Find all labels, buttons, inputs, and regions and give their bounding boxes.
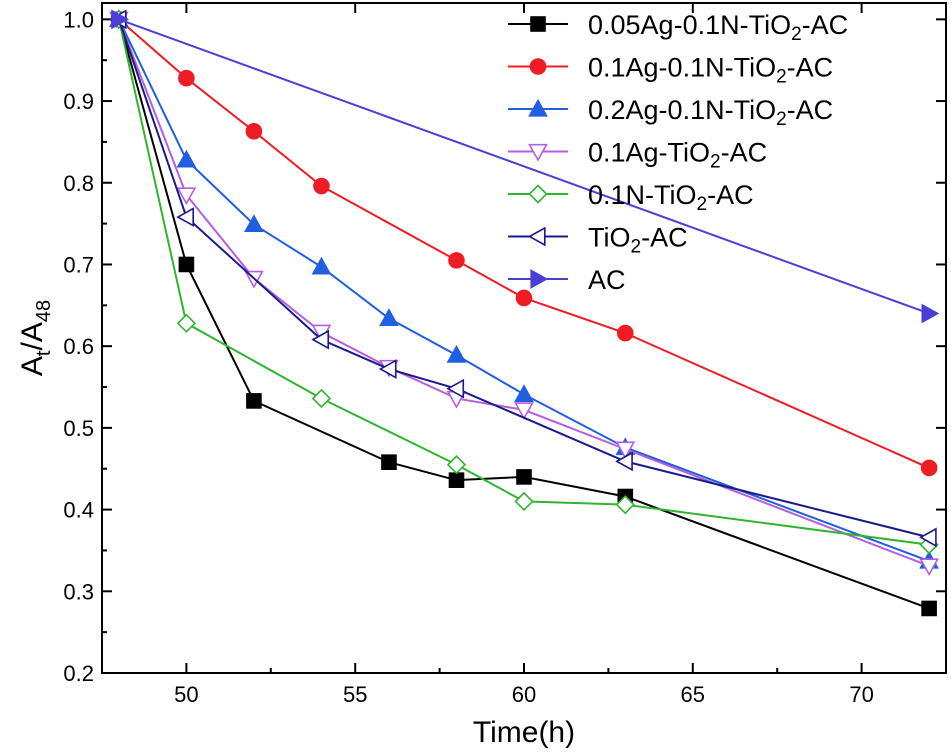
data-point xyxy=(446,455,467,475)
legend-label: TiO2-AC xyxy=(588,223,688,258)
data-point xyxy=(378,359,397,379)
axis-ticks: 50 55 60 65 70 0.2 0.3 0.4 0.5 0.6 0.7 0.8 0.9 1.0 xyxy=(63,3,947,707)
data-point xyxy=(311,256,332,275)
legend-entry: 0.1Ag-TiO2-AC xyxy=(508,138,767,173)
y-tick-label: 0.4 xyxy=(63,498,94,523)
data-point xyxy=(919,558,939,577)
legend-label: 0.2Ag-0.1N-TiO2-AC xyxy=(588,95,833,130)
y-tick-label: 1.0 xyxy=(63,7,94,32)
data-point xyxy=(528,98,548,117)
x-axis-title: Time(h) xyxy=(473,716,575,749)
legend-label: 0.05Ag-0.1N-TiO2-AC xyxy=(588,10,848,45)
data-point xyxy=(446,378,465,399)
x-tick-label: 55 xyxy=(343,682,367,707)
series-line xyxy=(118,18,930,469)
series-6 xyxy=(111,9,940,324)
x-tick-label: 50 xyxy=(174,682,198,707)
data-point xyxy=(176,313,197,333)
data-point xyxy=(448,472,465,488)
data-point xyxy=(516,469,532,485)
data-point xyxy=(514,402,534,421)
data-point xyxy=(615,495,635,515)
y-tick-label: 0.9 xyxy=(63,89,94,114)
data-point xyxy=(176,149,197,168)
data-point xyxy=(530,16,546,32)
data-point xyxy=(379,308,399,326)
y-tick-label: 0.8 xyxy=(63,171,94,196)
legend: 0.05Ag-0.1N-TiO2-AC 0.1Ag-0.1N-TiO2-AC 0.2… xyxy=(508,10,848,295)
series-line xyxy=(118,18,930,315)
legend-entry: 0.1N-TiO2-AC xyxy=(508,180,754,215)
data-point xyxy=(921,303,940,324)
data-point xyxy=(616,324,634,342)
data-point xyxy=(244,214,264,233)
data-point xyxy=(530,269,549,289)
series-line xyxy=(117,19,930,610)
data-point xyxy=(514,384,534,402)
legend-label: AC xyxy=(588,265,626,295)
data-point xyxy=(111,9,130,30)
data-point xyxy=(514,491,534,512)
y-tick-label: 0.5 xyxy=(63,416,94,441)
data-point xyxy=(920,459,938,477)
data-point xyxy=(918,527,937,548)
y-tick-label: 0.6 xyxy=(63,334,94,359)
x-tick-label: 70 xyxy=(849,682,873,707)
y-tick-label: 0.2 xyxy=(63,661,94,686)
data-point xyxy=(528,184,548,204)
legend-entry: TiO2-AC xyxy=(508,223,688,258)
x-tick-label: 65 xyxy=(681,682,705,707)
legend-label: 0.1Ag-0.1N-TiO2-AC xyxy=(588,53,833,88)
data-point xyxy=(921,600,937,617)
data-point xyxy=(311,388,332,409)
data-point xyxy=(178,69,195,87)
data-point xyxy=(381,454,397,470)
series-layer xyxy=(108,9,940,617)
data-point xyxy=(515,289,533,307)
data-point xyxy=(246,393,262,409)
data-point xyxy=(245,122,263,140)
data-point xyxy=(528,143,548,162)
legend-entry: AC xyxy=(508,265,626,295)
data-point xyxy=(615,441,636,460)
data-point xyxy=(311,329,330,350)
data-point xyxy=(313,177,330,195)
legend-entry: 0.1Ag-0.1N-TiO2-AC xyxy=(508,53,833,88)
legend-entry: 0.2Ag-0.1N-TiO2-AC xyxy=(508,95,833,130)
data-point xyxy=(448,252,465,269)
y-tick-label: 0.3 xyxy=(63,579,94,604)
data-point xyxy=(178,256,195,273)
data-point xyxy=(176,187,197,206)
y-axis-title: At/A48 xyxy=(16,300,55,376)
legend-entry: 0.05Ag-0.1N-TiO2-AC xyxy=(508,10,848,45)
legend-label: 0.1Ag-TiO2-AC xyxy=(588,138,767,173)
x-tick-label: 60 xyxy=(512,682,536,707)
data-point xyxy=(446,345,467,363)
data-point xyxy=(615,451,633,472)
data-point xyxy=(527,226,546,247)
data-point xyxy=(176,207,194,227)
legend-label: 0.1N-TiO2-AC xyxy=(588,180,754,215)
data-point xyxy=(529,58,547,75)
y-tick-label: 0.7 xyxy=(63,252,94,277)
